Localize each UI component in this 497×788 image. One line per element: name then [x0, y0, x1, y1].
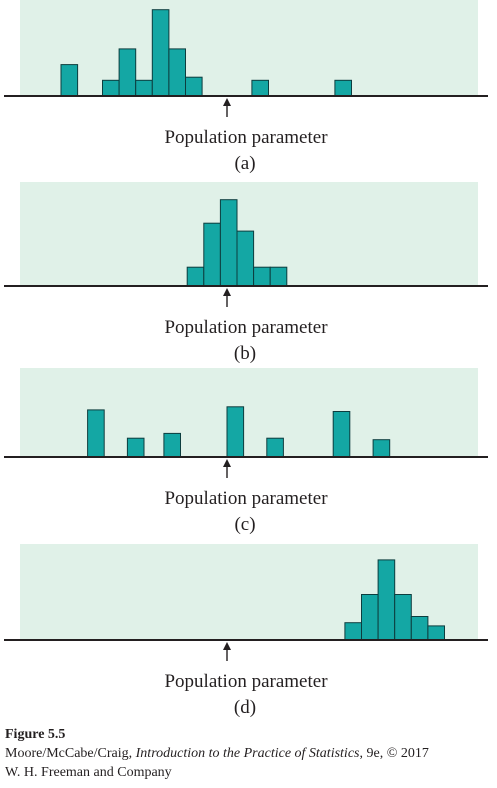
- histogram-bar-a-2: [102, 79, 120, 97]
- histogram-bar-d-6: [427, 625, 445, 641]
- parameter-arrow-head: [223, 288, 231, 296]
- histogram-bar-d-2: [361, 594, 379, 641]
- histogram-bar-c-7: [372, 439, 391, 458]
- parameter-label-a: Population parameter: [164, 127, 328, 148]
- panel-letter-d: (d): [234, 697, 256, 718]
- panel-background: [20, 0, 478, 96]
- histogram-bar-d-3: [377, 559, 396, 641]
- histogram-bar-a-6: [168, 48, 186, 97]
- citation-edition: , 9e, © 2017: [359, 746, 429, 761]
- histogram-bar-c-5: [266, 437, 284, 458]
- histogram-bar-c-2: [126, 437, 145, 458]
- histogram-bar-d-4: [394, 594, 412, 641]
- histogram-bar-a-9: [334, 79, 352, 97]
- citation-authors: Moore/McCabe/Craig,: [5, 746, 136, 761]
- panel-letter-a: (a): [234, 153, 255, 174]
- histogram-panel-c: Population parameter (c): [4, 368, 488, 535]
- histogram-bar-a-7: [185, 76, 203, 97]
- figure-canvas: Population parameter(a)Population parame…: [4, 0, 488, 718]
- histogram-bar-c-6: [332, 411, 351, 458]
- histogram-bar-d-1: [344, 622, 362, 641]
- panel-letter-b: (b): [234, 343, 256, 364]
- citation-book-title: Introduction to the Practice of Statisti…: [135, 746, 360, 761]
- histogram-bar-b-5: [253, 266, 271, 287]
- histogram-panel-b: Population parameter (b): [4, 182, 488, 364]
- histogram-bar-d-5: [410, 616, 429, 641]
- histogram-bar-b-3: [219, 199, 238, 287]
- parameter-label-b: Population parameter: [164, 317, 328, 338]
- parameter-arrow-head: [223, 642, 231, 650]
- histogram-bar-c-1: [87, 409, 105, 458]
- histogram-panel-a: Population parameter (a): [4, 0, 488, 174]
- histogram-bar-a-5: [151, 9, 170, 97]
- histogram-bar-b-4: [236, 230, 255, 287]
- citation-line: Moore/McCabe/Craig, Introduction to the …: [5, 746, 429, 762]
- histogram-bar-a-8: [251, 79, 269, 97]
- panel-letter-c: (c): [234, 514, 255, 535]
- histogram-panel-d: Population parameter (d): [4, 544, 488, 718]
- histogram-bar-c-4: [226, 406, 245, 458]
- parameter-label-d: Population parameter: [164, 671, 328, 692]
- parameter-arrow-head: [223, 459, 231, 467]
- histogram-bar-a-4: [135, 79, 153, 97]
- parameter-label-c: Population parameter: [164, 488, 328, 509]
- histogram-bar-b-2: [203, 222, 221, 287]
- citation-publisher: W. H. Freeman and Company: [5, 765, 172, 780]
- histogram-bar-b-1: [186, 266, 205, 287]
- histogram-bar-b-6: [269, 266, 288, 287]
- histogram-bar-c-3: [163, 432, 181, 458]
- parameter-arrow-head: [223, 98, 231, 106]
- histogram-bar-a-1: [60, 64, 79, 97]
- histogram-bar-a-3: [118, 48, 137, 97]
- figure-number: Figure 5.5: [5, 727, 66, 742]
